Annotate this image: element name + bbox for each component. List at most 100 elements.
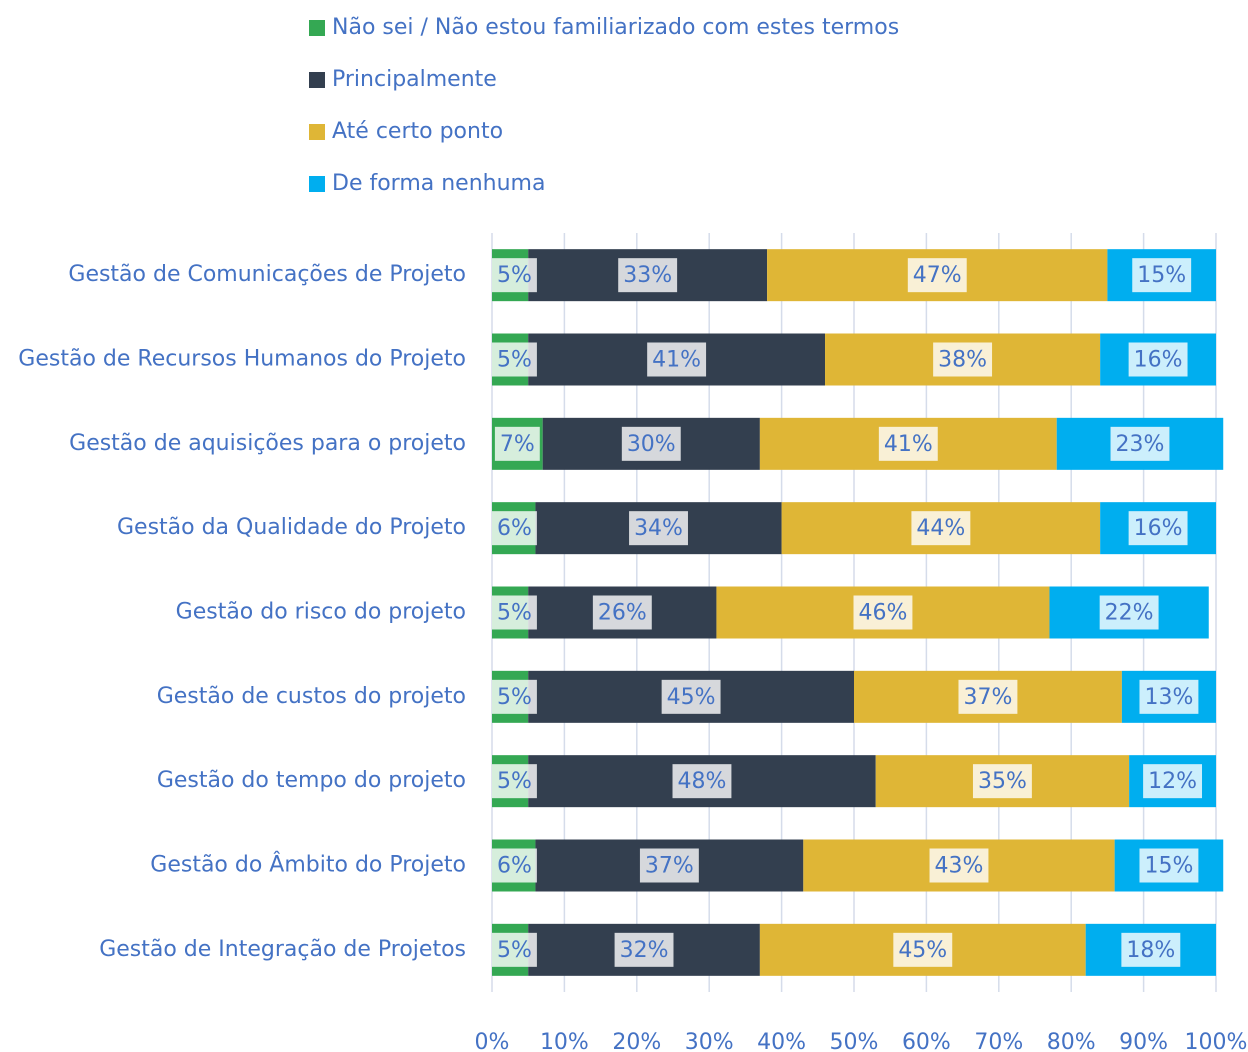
data-label: 41%: [652, 348, 701, 373]
data-label-box: [614, 932, 674, 967]
data-label: 6%: [497, 854, 532, 879]
data-label-group: 13%: [1139, 679, 1199, 714]
data-label-group: 22%: [1099, 595, 1159, 630]
x-tick-label: 20%: [612, 1030, 661, 1052]
data-label: 32%: [620, 938, 669, 963]
data-label-box: [1139, 848, 1199, 883]
data-label: 45%: [667, 685, 716, 710]
data-label-box: [492, 595, 537, 630]
y-tick-label: Gestão de custos do projeto: [157, 684, 466, 709]
x-tick-label: 0%: [475, 1030, 510, 1052]
data-label-box: [492, 342, 537, 377]
data-label-box: [1139, 679, 1199, 714]
data-label: 5%: [497, 938, 532, 963]
data-label-group: 32%: [614, 932, 674, 967]
data-label: 35%: [978, 769, 1027, 794]
data-label-group: 7%: [494, 426, 540, 461]
data-label: 48%: [678, 769, 727, 794]
data-label-box: [972, 764, 1032, 799]
data-label-box: [1128, 342, 1188, 377]
y-tick-label: Gestão do tempo do projeto: [157, 768, 466, 793]
data-label-box: [853, 595, 913, 630]
legend-label: Principalmente: [332, 67, 497, 92]
data-label-group: 5%: [492, 342, 537, 377]
data-label-group: 5%: [492, 679, 537, 714]
data-label-box: [958, 679, 1018, 714]
y-tick-label: Gestão do Âmbito do Projeto: [150, 852, 466, 878]
y-tick-label: Gestão de aquisições para o projeto: [69, 431, 466, 456]
data-label-group: 16%: [1128, 511, 1188, 546]
data-label-box: [639, 848, 699, 883]
data-label-group: 45%: [893, 932, 953, 967]
data-label-box: [893, 932, 953, 967]
data-label-group: 44%: [911, 511, 971, 546]
data-label-box: [621, 426, 681, 461]
x-tick-label: 40%: [757, 1030, 806, 1052]
data-label: 45%: [898, 938, 947, 963]
data-label-group: 30%: [621, 426, 681, 461]
data-label-group: 5%: [492, 258, 537, 293]
legend-swatch: [309, 124, 325, 140]
data-label-box: [647, 342, 707, 377]
data-label-group: 12%: [1143, 764, 1203, 799]
data-label-group: 26%: [592, 595, 652, 630]
data-label: 30%: [627, 432, 676, 457]
legend-swatch: [309, 20, 325, 36]
data-label-box: [492, 258, 537, 293]
legend-label: De forma nenhuma: [332, 171, 545, 196]
data-label-box: [492, 764, 537, 799]
data-label: 23%: [1116, 432, 1165, 457]
x-tick-label: 80%: [1047, 1030, 1096, 1052]
data-label-group: 33%: [618, 258, 678, 293]
data-label: 15%: [1137, 263, 1186, 288]
data-label: 41%: [884, 432, 933, 457]
data-label-group: 18%: [1121, 932, 1181, 967]
data-label: 15%: [1144, 854, 1193, 879]
data-label-box: [492, 511, 537, 546]
data-label: 22%: [1105, 601, 1154, 626]
data-label: 5%: [497, 348, 532, 373]
data-label-box: [929, 848, 989, 883]
y-tick-label: Gestão de Comunicações de Projeto: [68, 262, 466, 287]
data-label-box: [933, 342, 993, 377]
y-tick-label: Gestão da Qualidade do Projeto: [117, 515, 466, 540]
data-label-box: [492, 679, 537, 714]
data-label-group: 6%: [492, 848, 537, 883]
data-label: 13%: [1144, 685, 1193, 710]
data-label-box: [492, 932, 537, 967]
data-label-group: 37%: [639, 848, 699, 883]
data-label: 5%: [497, 769, 532, 794]
data-label-box: [592, 595, 652, 630]
data-label-box: [494, 426, 540, 461]
data-label-box: [1099, 595, 1159, 630]
data-label-box: [907, 258, 967, 293]
data-label-box: [911, 511, 971, 546]
data-label: 5%: [497, 601, 532, 626]
data-label: 33%: [623, 263, 672, 288]
x-tick-label: 100%: [1185, 1030, 1248, 1052]
data-label-group: 23%: [1110, 426, 1170, 461]
data-label-box: [1132, 258, 1192, 293]
data-label-box: [878, 426, 938, 461]
data-label-group: 38%: [933, 342, 993, 377]
data-label-group: 37%: [958, 679, 1018, 714]
data-label: 16%: [1134, 516, 1183, 541]
y-tick-label: Gestão do risco do projeto: [176, 600, 466, 625]
data-label: 44%: [916, 516, 965, 541]
y-tick-label: Gestão de Recursos Humanos do Projeto: [18, 347, 466, 372]
data-label: 12%: [1148, 769, 1197, 794]
x-tick-label: 50%: [830, 1030, 879, 1052]
data-label: 7%: [500, 432, 535, 457]
x-tick-label: 30%: [685, 1030, 734, 1052]
data-label-box: [1121, 932, 1181, 967]
data-label-box: [1143, 764, 1203, 799]
data-label: 16%: [1134, 348, 1183, 373]
data-label-box: [618, 258, 678, 293]
x-tick-label: 90%: [1119, 1030, 1168, 1052]
data-label-group: 5%: [492, 764, 537, 799]
data-label-group: 35%: [972, 764, 1032, 799]
data-label: 5%: [497, 263, 532, 288]
data-label: 18%: [1126, 938, 1175, 963]
data-label: 43%: [935, 854, 984, 879]
data-label: 47%: [913, 263, 962, 288]
